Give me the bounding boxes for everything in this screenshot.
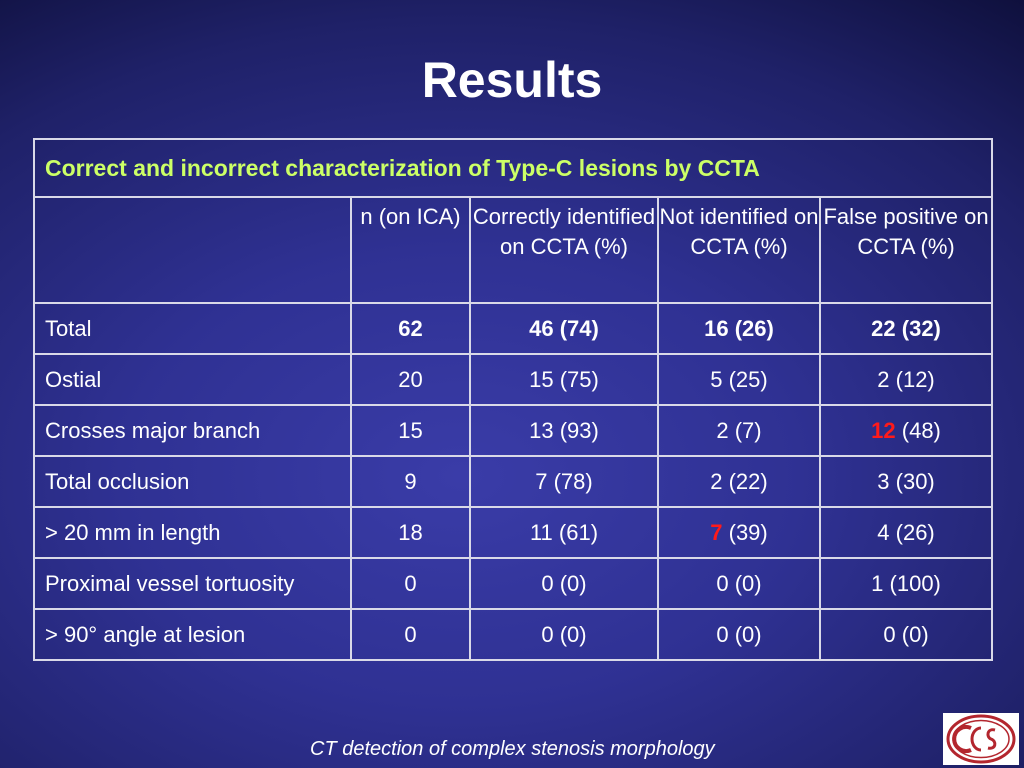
header-not-identified: Not identified on CCTA (%) (657, 196, 821, 304)
table-row: Proximal vessel tortuosity 0 0 (0) 0 (0)… (33, 557, 994, 610)
results-table: Correct and incorrect characterization o… (32, 138, 994, 661)
cell-correct: 46 (74) (469, 302, 659, 355)
cell-false-positive: 22 (32) (818, 302, 994, 355)
cell-false-positive: 2 (12) (818, 353, 994, 406)
table-row: Crosses major branch 15 13 (93) 2 (7) 12… (33, 404, 994, 457)
cell-false-positive: 12 (48) (818, 404, 994, 457)
row-label: Total occlusion (33, 455, 352, 508)
row-label: > 90° angle at lesion (33, 608, 352, 661)
cell-n: 18 (350, 506, 471, 559)
ccs-logo-icon (943, 713, 1019, 765)
table-row: > 20 mm in length 18 11 (61) 7 (39) 4 (2… (33, 506, 994, 559)
cell-not-identified: 7 (39) (657, 506, 821, 559)
highlighted-value: 12 (871, 417, 896, 443)
table-header-row: n (on ICA) Correctly identified on CCTA … (33, 196, 994, 304)
cell-false-positive: 4 (26) (818, 506, 994, 559)
row-label: Proximal vessel tortuosity (33, 557, 352, 610)
cell-not-identified: 5 (25) (657, 353, 821, 406)
cell-n: 62 (350, 302, 471, 355)
row-label: Ostial (33, 353, 352, 406)
cell-false-positive: 3 (30) (818, 455, 994, 508)
cell-n: 9 (350, 455, 471, 508)
cell-n: 15 (350, 404, 471, 457)
cell-correct: 0 (0) (469, 608, 659, 661)
cell-correct: 0 (0) (469, 557, 659, 610)
cell-n: 0 (350, 608, 471, 661)
cell-n: 20 (350, 353, 471, 406)
cell-not-identified: 2 (7) (657, 404, 821, 457)
header-n-on-ica: n (on ICA) (350, 196, 471, 304)
table-row: > 90° angle at lesion 0 0 (0) 0 (0) 0 (0… (33, 608, 994, 661)
row-label: Crosses major branch (33, 404, 352, 457)
header-empty-cell (33, 196, 352, 304)
table-row: Total occlusion 9 7 (78) 2 (22) 3 (30) (33, 455, 994, 508)
table-caption: Correct and incorrect characterization o… (32, 138, 994, 198)
cell-correct: 13 (93) (469, 404, 659, 457)
ccs-logo (943, 713, 1019, 765)
slide-footer: CT detection of complex stenosis morphol… (310, 738, 715, 760)
table-row: Ostial 20 15 (75) 5 (25) 2 (12) (33, 353, 994, 406)
row-label: > 20 mm in length (33, 506, 352, 559)
slide-title: Results (421, 52, 603, 108)
row-label: Total (33, 302, 352, 355)
value-rest: (48) (895, 417, 941, 443)
cell-n: 0 (350, 557, 471, 610)
cell-not-identified: 16 (26) (657, 302, 821, 355)
highlighted-value: 7 (710, 519, 723, 545)
table-caption-row: Correct and incorrect characterization o… (32, 138, 994, 198)
cell-not-identified: 0 (0) (657, 608, 821, 661)
cell-not-identified: 0 (0) (657, 557, 821, 610)
cell-correct: 11 (61) (469, 506, 659, 559)
header-false-positive: False positive on CCTA (%) (818, 196, 994, 304)
table-row: Total 62 46 (74) 16 (26) 22 (32) (33, 302, 994, 355)
cell-correct: 7 (78) (469, 455, 659, 508)
cell-false-positive: 0 (0) (818, 608, 994, 661)
cell-correct: 15 (75) (469, 353, 659, 406)
header-correctly-identified: Correctly identified on CCTA (%) (469, 196, 659, 304)
cell-not-identified: 2 (22) (657, 455, 821, 508)
value-rest: (39) (722, 519, 768, 545)
cell-false-positive: 1 (100) (818, 557, 994, 610)
